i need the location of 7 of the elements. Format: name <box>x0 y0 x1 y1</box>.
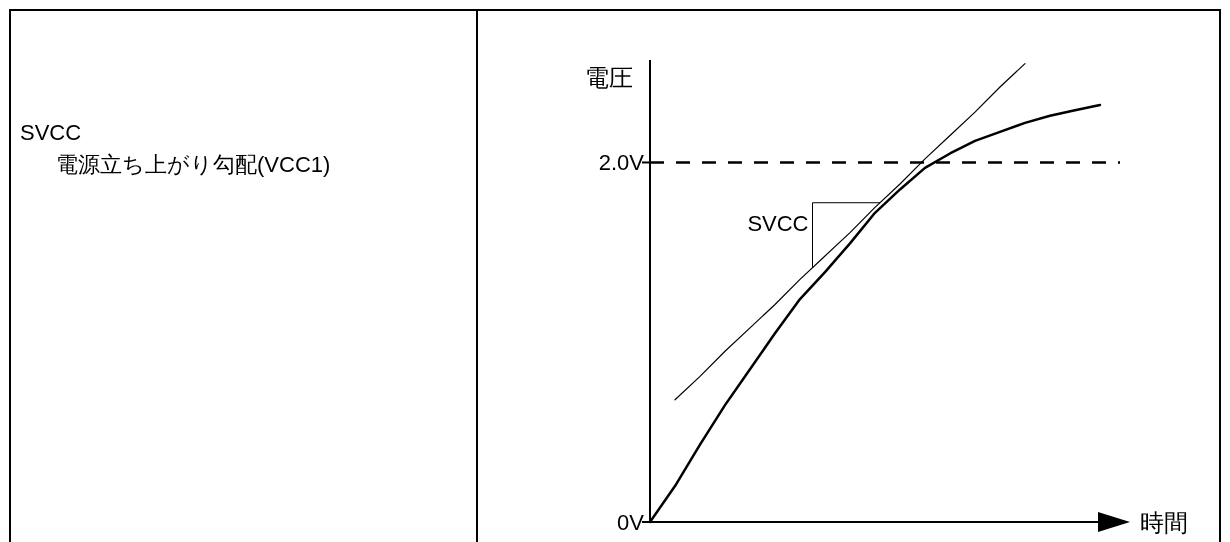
y-axis-title: 電圧 <box>585 64 633 91</box>
annotation: SVCC <box>747 210 809 236</box>
text: 電源立ち上がり勾配(VCC1) <box>56 152 331 177</box>
x-axis-title: 時間 <box>1140 509 1188 536</box>
y-tick-label: 2.0V <box>598 150 645 176</box>
y-tick-label: 0V <box>617 510 645 535</box>
text: SVCC <box>20 120 82 145</box>
